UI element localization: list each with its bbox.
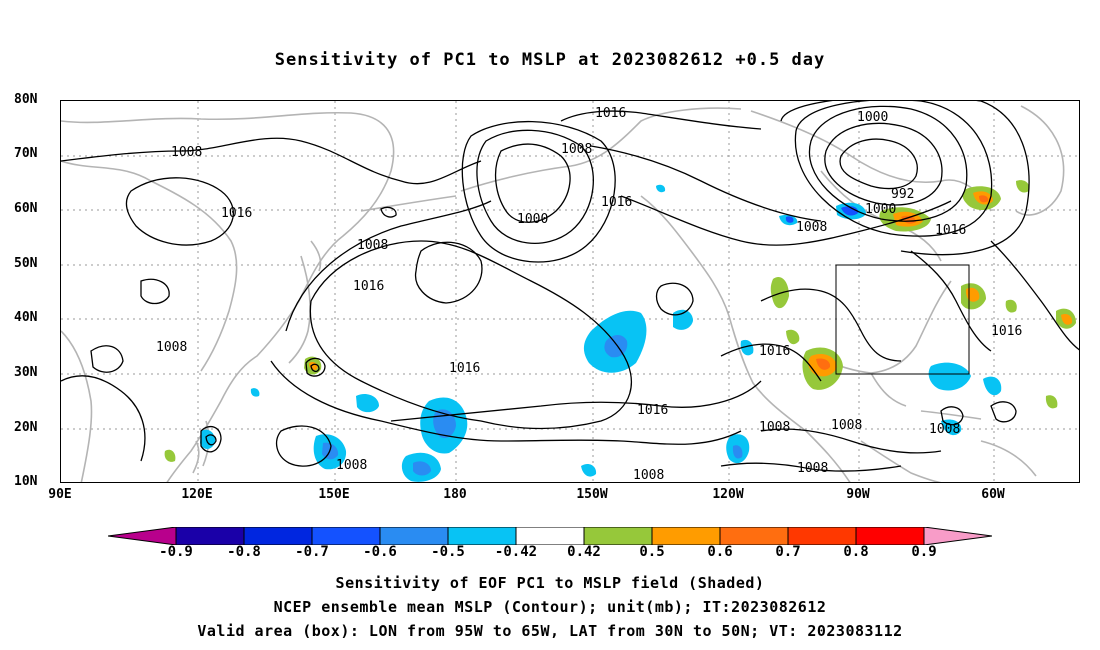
colorbar-segment (243, 527, 313, 545)
contour-label: 1008 (759, 420, 790, 435)
colorbar-segment (379, 527, 449, 545)
contour-label: 1016 (935, 223, 966, 238)
lon-label-180: 180 (443, 487, 467, 502)
colorbar-label: 0.5 (639, 544, 665, 560)
contour-label: 1008 (357, 238, 388, 253)
map-title: Sensitivity of PC1 to MSLP at 2023082612… (274, 50, 826, 70)
colorbar-segment (855, 527, 925, 545)
colorbar-segment (175, 527, 245, 545)
colorbar (108, 527, 992, 545)
contour-label: 1016 (221, 206, 252, 221)
contour-label: 1016 (759, 344, 790, 359)
contour-label: 1016 (449, 361, 480, 376)
contour-label: 1008 (633, 468, 664, 483)
colorbar-segment (108, 527, 177, 545)
lon-label-120e: 120E (181, 487, 213, 502)
colorbar-segment (311, 527, 381, 545)
lon-label-120w: 120W (712, 487, 744, 502)
valid-area-box (835, 264, 970, 375)
graticule (61, 101, 1079, 482)
map-canvas: 1016 1000 1008 1008 1016 1000 1016 1008 … (61, 101, 1079, 483)
colorbar-label: -0.5 (431, 544, 465, 560)
contour-label: 1008 (796, 220, 827, 235)
contour-label: 1016 (991, 324, 1022, 339)
contour-label: 1016 (595, 106, 626, 121)
contour-label: 1016 (637, 403, 668, 418)
contour-labels: 1016 1000 1008 1008 1016 1000 1016 1008 … (156, 106, 1022, 483)
colorbar-label: 0.42 (567, 544, 601, 560)
colorbar-label: 0.6 (707, 544, 733, 560)
contour-label: 1008 (797, 461, 828, 476)
lat-label-10n: 10N (14, 474, 38, 489)
lat-label-80n: 80N (14, 92, 38, 107)
colorbar-label: -0.6 (363, 544, 397, 560)
contour-label: 1000 (517, 212, 548, 227)
lat-label-40n: 40N (14, 310, 38, 325)
contour-label: 1008 (929, 422, 960, 437)
caption-shading: Sensitivity of EOF PC1 to MSLP field (Sh… (335, 574, 765, 592)
colorbar-segment (583, 527, 653, 545)
lon-label-150w: 150W (576, 487, 608, 502)
lat-label-30n: 30N (14, 365, 38, 380)
colorbar-segment (515, 527, 585, 545)
lon-label-60w: 60W (981, 487, 1005, 502)
contour-label: 1008 (336, 458, 367, 473)
contour-label: 1000 (857, 110, 888, 125)
colorbar-segment (719, 527, 789, 545)
colorbar-segment (923, 527, 992, 545)
map-panel: 1016 1000 1008 1008 1016 1000 1016 1008 … (60, 100, 1080, 483)
colorbar-label: 0.9 (911, 544, 937, 560)
colorbar-label: -0.9 (159, 544, 193, 560)
lat-label-50n: 50N (14, 256, 38, 271)
caption-valid-area: Valid area (box): LON from 95W to 65W, L… (197, 622, 903, 640)
lat-label-70n: 70N (14, 146, 38, 161)
colorbar-label: -0.7 (295, 544, 329, 560)
lat-label-60n: 60N (14, 201, 38, 216)
lat-label-20n: 20N (14, 420, 38, 435)
lon-label-90e: 90E (48, 487, 72, 502)
colorbar-segment (787, 527, 857, 545)
colorbar-label: 0.7 (775, 544, 801, 560)
caption-contour: NCEP ensemble mean MSLP (Contour); unit(… (273, 598, 827, 616)
mslp-contours (61, 101, 1079, 472)
contour-label: 1008 (156, 340, 187, 355)
contour-label: 1016 (353, 279, 384, 294)
colorbar-segment (651, 527, 721, 545)
contour-label: 1016 (601, 195, 632, 210)
colorbar-label: -0.42 (494, 544, 538, 560)
lon-label-90w: 90W (846, 487, 870, 502)
contour-label: 1008 (561, 142, 592, 157)
colorbar-label: 0.8 (843, 544, 869, 560)
contour-label: 1000 (865, 202, 896, 217)
contour-label: 992 (891, 187, 914, 202)
lon-label-150e: 150E (318, 487, 350, 502)
contour-label: 1008 (171, 145, 202, 160)
contour-label: 1008 (831, 418, 862, 433)
colorbar-label: -0.8 (227, 544, 261, 560)
colorbar-segment (447, 527, 517, 545)
